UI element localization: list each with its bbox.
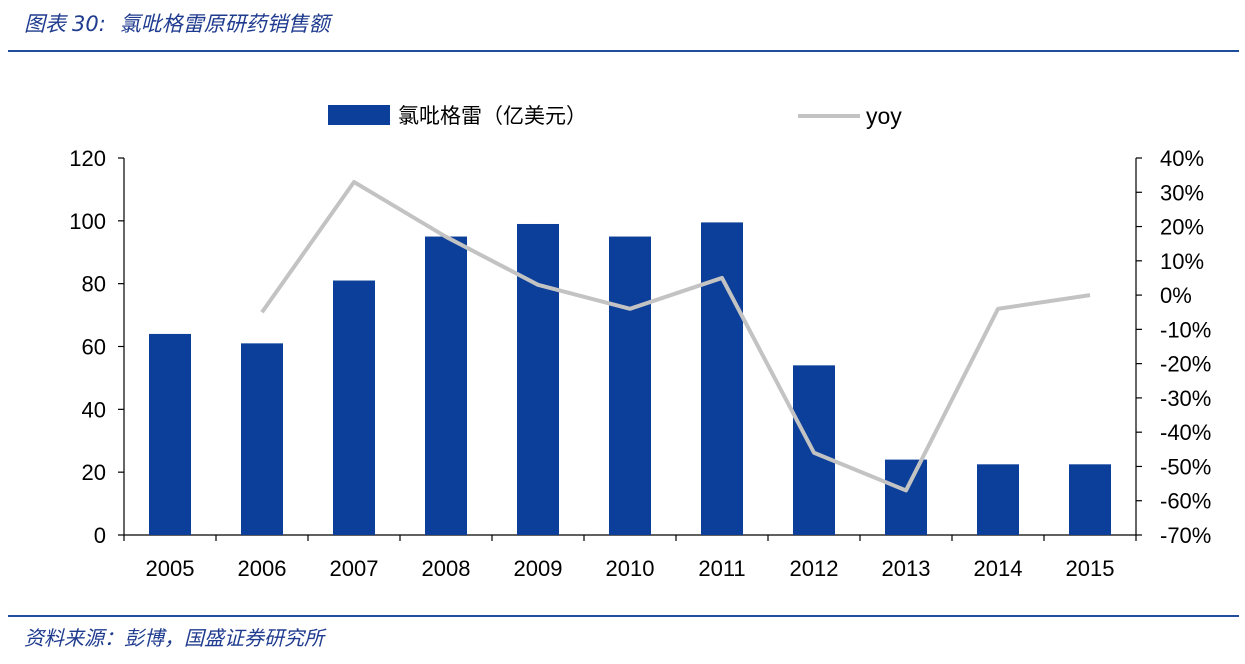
bar-2005 bbox=[149, 333, 191, 535]
x-tick-label: 2011 bbox=[698, 556, 745, 581]
left-tick-label: 20 bbox=[82, 460, 106, 485]
x-tick-label: 2013 bbox=[882, 556, 931, 581]
x-tick-label: 2005 bbox=[146, 556, 195, 581]
legend-bar-swatch bbox=[328, 105, 390, 125]
bar-2008 bbox=[425, 236, 467, 535]
right-tick-label: -50% bbox=[1160, 454, 1211, 479]
right-tick-label: 0% bbox=[1160, 283, 1192, 308]
right-tick-label: -30% bbox=[1160, 386, 1211, 411]
bar-2013 bbox=[885, 459, 927, 535]
figure-label: 图表 bbox=[24, 12, 66, 36]
legend-line-label: yoy bbox=[866, 103, 902, 129]
left-tick-label: 40 bbox=[82, 397, 106, 422]
footer-rule bbox=[8, 615, 1239, 617]
tick-labels: 0 20 40 60 80 100 120 40% 30% 20% 10% 0% -10% -20% -30… bbox=[69, 146, 1211, 581]
x-tick-label: 2007 bbox=[330, 556, 379, 581]
x-tick-label: 2009 bbox=[514, 556, 563, 581]
left-tick-label: 120 bbox=[69, 146, 106, 171]
bar-2014 bbox=[977, 464, 1019, 535]
bar-2009 bbox=[517, 223, 559, 535]
bar-2006 bbox=[241, 343, 283, 535]
right-tick-label: -40% bbox=[1160, 420, 1211, 445]
right-tick-label: 10% bbox=[1160, 249, 1204, 274]
x-tick-label: 2014 bbox=[974, 556, 1023, 581]
figure-header: 图表 30: 氯吡格雷原研药销售额 bbox=[24, 8, 330, 38]
x-tick-label: 2008 bbox=[422, 556, 471, 581]
x-tick-label: 2006 bbox=[238, 556, 287, 581]
left-tick-label: 0 bbox=[94, 523, 106, 548]
figure-number: 30: bbox=[72, 12, 106, 36]
yoy-line-path bbox=[260, 179, 1091, 493]
left-tick-label: 100 bbox=[69, 209, 106, 234]
right-tick-label: -20% bbox=[1160, 352, 1211, 377]
right-tick-label: 40% bbox=[1160, 146, 1204, 171]
right-tick-label: 20% bbox=[1160, 215, 1204, 240]
header-rule bbox=[8, 50, 1239, 52]
right-tick-label: -10% bbox=[1160, 317, 1211, 342]
right-tick-label: -70% bbox=[1160, 523, 1211, 548]
bar-2015 bbox=[1069, 464, 1111, 535]
legend-bar-label: 氯吡格雷（亿美元） bbox=[398, 104, 587, 128]
x-tick-label: 2015 bbox=[1066, 556, 1115, 581]
left-tick-label: 80 bbox=[82, 272, 106, 297]
bar-2011 bbox=[701, 222, 743, 535]
right-tick-label: 30% bbox=[1160, 180, 1204, 205]
x-tick-label: 2012 bbox=[790, 556, 839, 581]
left-tick-label: 60 bbox=[82, 335, 106, 360]
figure-title: 氯吡格雷原研药销售额 bbox=[119, 12, 330, 36]
line-series bbox=[260, 179, 1091, 493]
chart-legend: 氯吡格雷（亿美元） yoy bbox=[328, 103, 902, 129]
x-tick-label: 2010 bbox=[606, 556, 655, 581]
bar-2010 bbox=[609, 236, 651, 535]
bar-2007 bbox=[333, 280, 375, 535]
right-tick-label: -60% bbox=[1160, 489, 1211, 514]
bar-series bbox=[149, 222, 1111, 535]
source-note: 资料来源：彭博，国盛证券研究所 bbox=[24, 626, 324, 650]
